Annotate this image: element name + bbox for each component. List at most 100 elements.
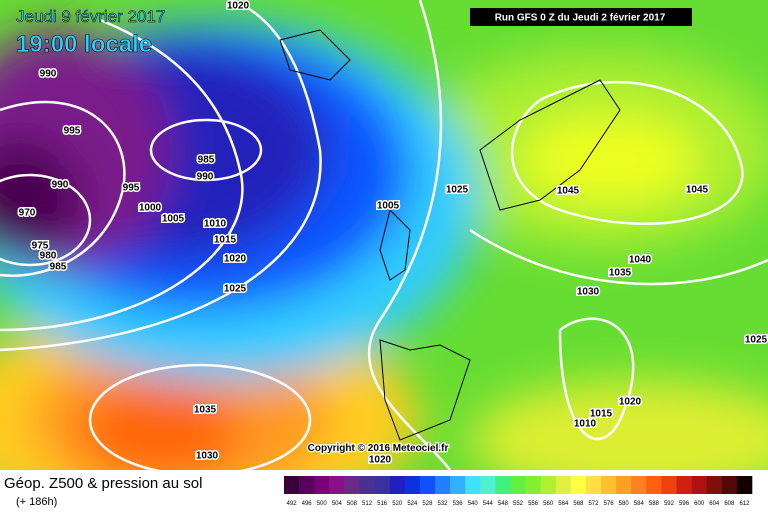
colorbar-label: 552	[513, 501, 524, 507]
colorbar-swatch	[284, 476, 300, 494]
isobar-label: 990	[197, 172, 214, 183]
colorbar-label: 580	[619, 501, 630, 507]
colorbar-swatch	[736, 476, 753, 494]
colorbar-label: 608	[724, 501, 735, 507]
isobar-label: 975	[32, 241, 49, 252]
colorbar-swatch	[570, 476, 587, 494]
isobar-label: 995	[123, 183, 140, 194]
isobar-label: 1020	[619, 397, 642, 408]
colorbar-label: 592	[664, 501, 675, 507]
isobar-label: 1040	[629, 255, 652, 266]
colorbar-label: 544	[483, 501, 494, 507]
colorbar-swatch	[676, 476, 692, 494]
colorbar-label: 596	[679, 501, 690, 507]
colorbar-label: 516	[377, 501, 388, 507]
colorbar-swatch	[359, 476, 375, 494]
colorbar-swatch	[601, 476, 617, 494]
colorbar-label: 584	[634, 501, 645, 507]
colorbar-swatch	[510, 476, 526, 494]
isobar-label: 1025	[745, 335, 768, 346]
colorbar-swatch	[450, 476, 466, 494]
colorbar-swatch	[389, 476, 406, 494]
colorbar-swatch	[434, 476, 451, 494]
colorbar-swatch	[465, 476, 481, 494]
colorbar-label: 512	[362, 501, 373, 507]
colorbar-label: 568	[573, 501, 584, 507]
isobar-label: 1020	[227, 1, 250, 12]
colorbar-swatch	[721, 476, 738, 494]
colorbar-label: 612	[739, 501, 750, 507]
colorbar-swatch	[344, 476, 360, 494]
isobar-label: 1010	[574, 419, 597, 430]
colorbar-swatch	[661, 476, 677, 494]
isobar-label: 985	[50, 262, 67, 273]
colorbar-swatch	[299, 476, 315, 494]
colorbar-label: 528	[422, 501, 433, 507]
colorbar-swatch	[646, 476, 662, 494]
colorbar-label: 564	[558, 501, 569, 507]
colorbar-label: 576	[604, 501, 615, 507]
isobar-label: 1015	[590, 409, 613, 420]
colorbar-swatch	[540, 476, 557, 494]
colorbar-label: 600	[694, 501, 705, 507]
colorbar-label: 504	[332, 501, 343, 507]
colorbar-swatch	[616, 476, 632, 494]
colorbar-swatch	[329, 476, 345, 494]
isobar-label: 990	[40, 69, 57, 80]
colorbar-label: 536	[453, 501, 464, 507]
colorbar-label: 492	[287, 501, 298, 507]
isobar-label: 1035	[194, 405, 217, 416]
colorbar-swatch	[631, 476, 647, 494]
isobar-label: 1020	[369, 455, 392, 466]
isobar-label: 1000	[139, 203, 162, 214]
colorbar-label: 540	[468, 501, 479, 507]
colorbar-label: 508	[347, 501, 358, 507]
forecast-time: 19:00 locale	[16, 31, 152, 58]
colorbar-swatch	[314, 476, 330, 494]
forecast-lead: (+ 186h)	[16, 496, 57, 508]
isobar-label: 1030	[196, 451, 219, 462]
legend-title: Géop. Z500 & pression au sol	[4, 475, 202, 492]
isobar-label: 980	[40, 251, 57, 262]
colorbar-label: 560	[543, 501, 554, 507]
isobar-label: 1020	[224, 254, 247, 265]
forecast-date: Jeudi 9 février 2017	[16, 7, 165, 26]
colorbar-swatch	[495, 476, 511, 494]
colorbar-label: 532	[438, 501, 449, 507]
isobar-label: 1045	[557, 186, 580, 197]
colorbar-swatch	[480, 476, 496, 494]
isobar-label: 1005	[377, 201, 400, 212]
isobar-label: 1005	[162, 214, 185, 225]
isobar-label: 1045	[686, 185, 709, 196]
isobar-label: 1035	[609, 268, 632, 279]
isobar-label: 1015	[214, 235, 237, 246]
isobar-label: 985	[198, 155, 215, 166]
run-info: Run GFS 0 Z du Jeudi 2 février 2017	[495, 13, 666, 24]
colorbar-label: 524	[407, 501, 418, 507]
colorbar-swatch	[419, 476, 436, 494]
colorbar-label: 500	[317, 501, 328, 507]
isobar-label: 970	[19, 208, 36, 219]
isobar-label: 1025	[446, 185, 469, 196]
colorbar-label: 604	[709, 501, 720, 507]
isobar-label: 995	[64, 126, 81, 137]
colorbar-swatch	[404, 476, 421, 494]
colorbar-swatch	[525, 476, 541, 494]
colorbar-swatch	[706, 476, 723, 494]
isobar-label: 990	[52, 180, 69, 191]
colorbar-swatch	[555, 476, 572, 494]
colorbar-label: 548	[498, 501, 509, 507]
colorbar-label: 588	[649, 501, 660, 507]
colorbar-swatch	[585, 476, 602, 494]
colorbar-swatch	[374, 476, 390, 494]
isobar-label: 1030	[577, 287, 600, 298]
colorbar-label: 556	[528, 501, 539, 507]
copyright: Copyright © 2016 Meteociel.fr	[308, 443, 449, 454]
colorbar: 492 496 500 504 508 512 516 520 524 528 532 536 540 5…	[284, 476, 753, 507]
isobar-label: 1010	[204, 219, 227, 230]
colorbar-swatch	[691, 476, 708, 494]
colorbar-label: 572	[588, 501, 599, 507]
